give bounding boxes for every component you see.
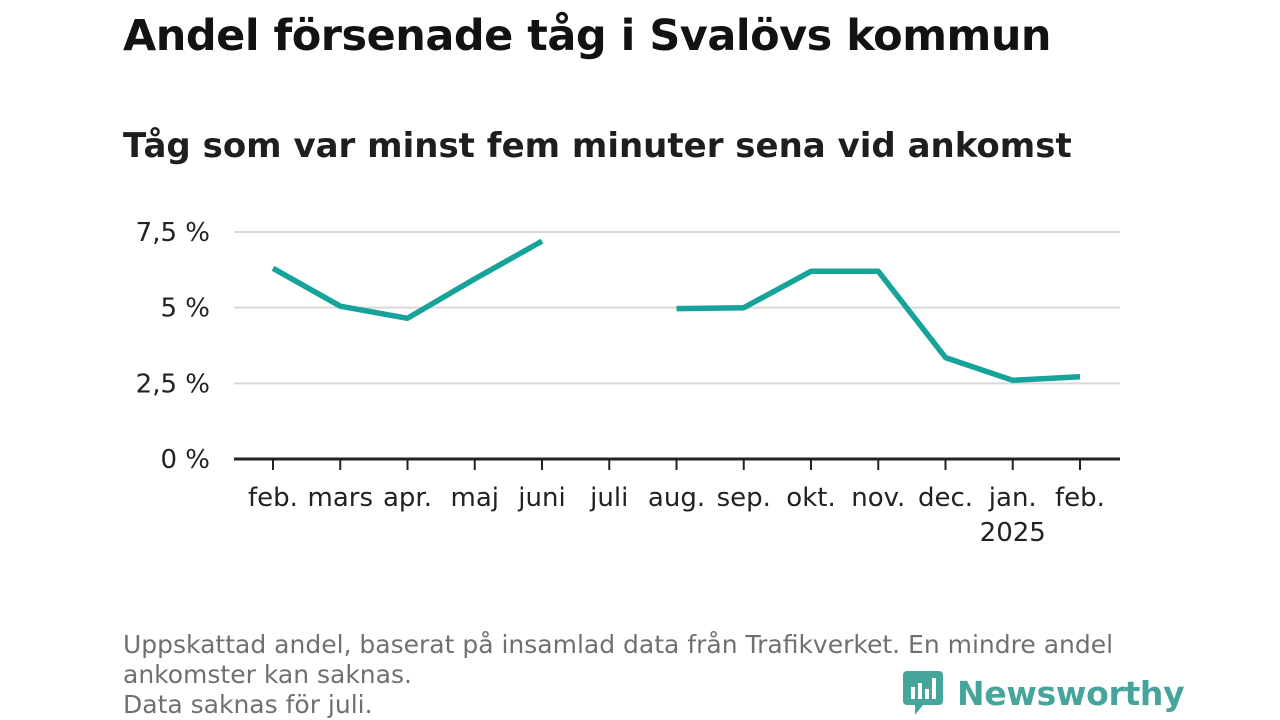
x-tick-label: mars	[308, 483, 374, 513]
x-tick-label: nov.	[851, 483, 905, 513]
x-tick-label: maj	[451, 483, 499, 513]
line-chart: 0 % 2,5 % 5 % 7,5 % feb. mars apr. maj juni juli…	[136, 218, 1120, 548]
series-line	[676, 268, 1081, 384]
x-tick-label: aug.	[648, 483, 705, 513]
newsworthy-logo-icon	[903, 671, 943, 715]
x-tick-label: juli	[589, 483, 628, 513]
footnote-line: Data saknas för juli.	[123, 690, 373, 719]
chart-title: Andel försenade tåg i Svalövs kommun	[123, 11, 1052, 61]
footnote-line: ankomster kan saknas.	[123, 660, 412, 689]
footnote-line: Uppskattad andel, baserat på insamlad da…	[123, 630, 1114, 659]
x-tick-label: apr.	[383, 483, 432, 513]
x-axis-tick-labels: feb. mars apr. maj juni juli aug. sep. okt. nov. d…	[248, 483, 1105, 548]
x-tick-label: dec.	[918, 483, 973, 513]
chart-subtitle: Tåg som var minst fem minuter sena vid a…	[123, 126, 1072, 166]
brand-logo: Newsworthy	[903, 671, 1185, 715]
x-tick-sublabel: 2025	[980, 518, 1046, 548]
x-tick-label: feb.	[248, 483, 298, 513]
y-tick-label: 2,5 %	[136, 369, 210, 399]
x-tick-label: feb.	[1055, 483, 1105, 513]
series-lines	[271, 238, 1081, 384]
y-tick-label: 5 %	[160, 294, 210, 324]
x-tick-label: okt.	[786, 483, 835, 513]
series-line	[271, 238, 544, 322]
y-axis-tick-labels: 0 % 2,5 % 5 % 7,5 %	[136, 218, 210, 475]
x-tick-label: jan.	[988, 483, 1037, 513]
y-tick-label: 0 %	[160, 445, 210, 475]
x-axis	[234, 457, 1120, 470]
brand-name: Newsworthy	[957, 673, 1185, 713]
y-tick-label: 7,5 %	[136, 218, 210, 248]
footnote: Uppskattad andel, baserat på insamlad da…	[123, 630, 1163, 720]
x-tick-label: juni	[517, 483, 565, 513]
x-tick-label: sep.	[717, 483, 771, 513]
